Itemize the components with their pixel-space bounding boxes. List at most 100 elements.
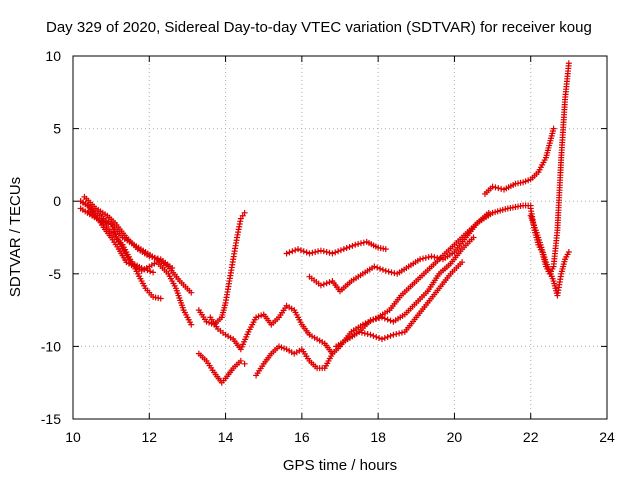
data-point <box>565 60 572 67</box>
series-track-n <box>481 125 557 197</box>
x-tick-label: 14 <box>218 429 234 445</box>
data-point-interp <box>297 247 304 254</box>
data-point <box>485 209 492 216</box>
data-point-interp <box>355 241 362 248</box>
data-point-interp <box>105 220 112 227</box>
data-point-interp <box>149 254 156 261</box>
series-track-g <box>195 350 248 386</box>
y-tick-label: -5 <box>49 266 62 282</box>
data-point <box>241 360 248 367</box>
data-point-interp <box>431 254 438 261</box>
series-track-o <box>527 60 572 277</box>
data-point-interp <box>425 254 432 261</box>
data-point <box>352 241 359 248</box>
data-point <box>329 250 336 257</box>
x-tick-label: 16 <box>294 429 310 445</box>
data-point-interp <box>498 185 505 192</box>
data-point <box>283 250 290 257</box>
data-point-interp <box>370 316 377 323</box>
series-track-j <box>283 238 389 257</box>
y-tick-label: 0 <box>53 193 61 209</box>
data-point-interp <box>346 243 353 250</box>
data-point <box>382 246 389 253</box>
data-point <box>169 264 176 271</box>
data-point-interp <box>323 280 330 287</box>
data-point-interp <box>320 248 327 255</box>
series-track-c <box>77 205 164 302</box>
data-point-interp <box>337 247 344 254</box>
data-point-interp <box>384 316 391 323</box>
data-point-interp <box>387 332 394 339</box>
y-tick-label: -15 <box>41 411 61 427</box>
data-point-interp <box>147 268 154 275</box>
data-point <box>150 269 157 276</box>
data-point-interp <box>419 255 426 262</box>
data-point-interp <box>379 266 386 273</box>
data-point-interp <box>292 247 299 254</box>
data-point <box>382 267 389 274</box>
data-point <box>241 209 248 216</box>
data-point-interp <box>384 333 391 340</box>
data-point-interp <box>387 317 394 324</box>
data-point <box>367 317 374 324</box>
data-point-interp <box>289 248 296 255</box>
data-point-interp <box>323 249 330 256</box>
data-point <box>295 246 302 253</box>
data-point-interp <box>393 331 400 338</box>
data-point-interp <box>152 254 159 261</box>
data-point-interp <box>388 269 395 276</box>
data-point-interp <box>398 329 405 336</box>
data-point-interp <box>364 331 371 338</box>
x-tick-label: 22 <box>523 429 539 445</box>
data-point-interp <box>300 248 307 255</box>
data-point-interp <box>434 254 441 261</box>
data-point <box>390 331 397 338</box>
data-point-interp <box>326 279 333 286</box>
data-point-interp <box>312 249 319 256</box>
data-point-interp <box>144 267 151 274</box>
series-track-m <box>344 259 466 343</box>
data-point-interp <box>495 185 502 192</box>
data-point <box>306 250 313 257</box>
data-point-interp <box>370 332 377 339</box>
data-point-interp <box>358 329 365 336</box>
data-point-interp <box>373 315 380 322</box>
data-point-interp <box>437 255 444 262</box>
y-tick-label: 10 <box>45 48 61 64</box>
data-point-interp <box>141 266 148 273</box>
series-track-i <box>253 202 534 379</box>
data-point-interp <box>286 249 293 256</box>
data-point-interp <box>377 265 384 272</box>
data-point <box>367 331 374 338</box>
data-point <box>157 295 164 302</box>
chart-title: Day 329 of 2020, Sidereal Day-to-day VTE… <box>46 19 592 36</box>
data-point <box>317 282 324 289</box>
data-point-interp <box>381 315 388 322</box>
data-point <box>138 264 145 271</box>
grid <box>73 56 607 419</box>
series-track-p <box>527 212 572 299</box>
data-point-interp <box>332 249 339 256</box>
data-point <box>489 183 496 190</box>
data-point <box>378 314 385 321</box>
x-tick-label: 12 <box>141 429 157 445</box>
data-point-interp <box>391 270 398 277</box>
data-point <box>459 259 466 266</box>
x-tick-label: 18 <box>370 429 386 445</box>
series-track-f <box>195 209 248 328</box>
data-point-interp <box>343 245 350 252</box>
x-tick-label: 24 <box>599 429 615 445</box>
data-point <box>317 247 324 254</box>
data-point <box>340 246 347 253</box>
series-track-h <box>207 302 336 357</box>
y-tick-label: 5 <box>53 121 61 137</box>
data-point-interp <box>335 248 342 255</box>
data-point <box>378 336 385 343</box>
data-point-interp <box>360 239 367 246</box>
series-track-e <box>85 208 157 276</box>
axis-ticks: 10 12 14 16 18 20 22 24 -15 -10 -5 0 5 10 <box>41 48 615 445</box>
data-point-interp <box>396 330 403 337</box>
data-point-interp <box>309 249 316 256</box>
